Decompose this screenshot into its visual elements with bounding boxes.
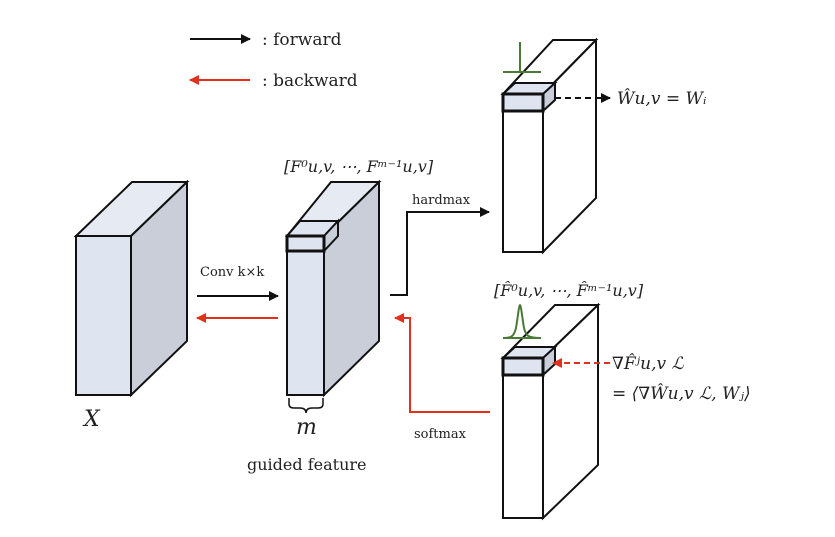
softmax-block-front <box>502 357 544 519</box>
hardmax-output-block <box>500 37 599 255</box>
softmax-output-block <box>500 302 601 521</box>
softmax-grad-line2: = ⟨∇Ŵu,v ℒ, Wⱼ⟩ <box>612 383 751 404</box>
one-hot-spike-icon <box>503 42 541 73</box>
backward-legend-label: : backward <box>262 71 358 91</box>
hardmax-eq: Ŵu,v = Wᵢ <box>617 88 706 109</box>
forward-legend-label: : forward <box>262 30 342 50</box>
guided-caption: guided feature <box>247 455 366 474</box>
guided-feature-block <box>284 179 382 398</box>
softmax-cell-front <box>501 356 545 377</box>
guided-seq-label: [F⁰u,v, ⋯, Fᵐ⁻¹u,v] <box>284 157 434 176</box>
hardmax-label: hardmax <box>412 193 471 208</box>
soft-peak-icon <box>502 303 542 339</box>
hardmax-arrow <box>390 207 490 296</box>
guided-block-front <box>286 235 325 396</box>
input-label: X <box>82 407 101 432</box>
conv-label: Conv k×k <box>200 265 264 280</box>
softmax-grad-line1: ∇F̂ʲu,v ℒ <box>612 354 685 374</box>
softmax-arrow <box>394 313 490 413</box>
channel-label: m <box>296 415 317 440</box>
input-block-front <box>75 235 132 396</box>
hardmax-block-front <box>502 93 544 253</box>
legend: : forward : backward <box>189 30 358 91</box>
guided-cell-front <box>285 234 326 253</box>
hardmax-cell-front <box>501 92 545 113</box>
softmax-label: softmax <box>414 427 467 442</box>
input-block <box>73 179 190 398</box>
softmax-seq-label: [F̂⁰u,v, ⋯, F̂ᵐ⁻¹u,v] <box>494 281 644 300</box>
channel-brace <box>288 398 324 414</box>
